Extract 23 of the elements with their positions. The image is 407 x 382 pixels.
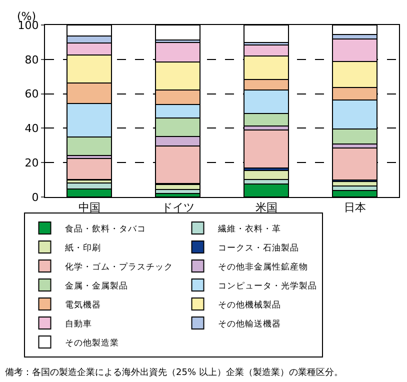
legend-label: 食品・飲料・タバコ <box>64 223 146 234</box>
legend-label: コンピュータ・光学製品 <box>218 280 317 292</box>
x-tick-label: 米国 <box>255 201 278 214</box>
legend-label: 化学・ゴム・プラスチック <box>64 261 173 272</box>
y-tick-label: 20 <box>24 156 39 170</box>
legend-label: 電気機器 <box>64 299 101 310</box>
y-tick-label: 0 <box>32 190 39 204</box>
x-tick-label: ドイツ <box>161 201 194 214</box>
legend-label: その他製造業 <box>64 337 119 348</box>
x-tick-label: 日本 <box>344 201 366 214</box>
y-tick-label: 60 <box>24 88 39 101</box>
text: 備考：各国の製造企業による海外出資先（25% 以上）企業（製造業）の業種区分。 <box>5 367 343 378</box>
y-tick-label: 80 <box>24 53 39 66</box>
legend-label: その他輸送機器 <box>218 318 281 330</box>
legend-label: その他非金属性鉱産物 <box>218 261 308 272</box>
x-tick-label: 中国 <box>78 201 100 214</box>
legend-label: 金属・金属製品 <box>64 280 128 292</box>
legend-label: 紙・印刷 <box>64 242 101 254</box>
legend-label: その他機械製品 <box>218 299 281 310</box>
y-tick-label: 40 <box>24 122 39 136</box>
legend-label: 繊維・衣料・革 <box>216 223 281 234</box>
legend-label: コークス・石油製品 <box>218 242 299 254</box>
legend-label: 自動車 <box>64 318 92 330</box>
